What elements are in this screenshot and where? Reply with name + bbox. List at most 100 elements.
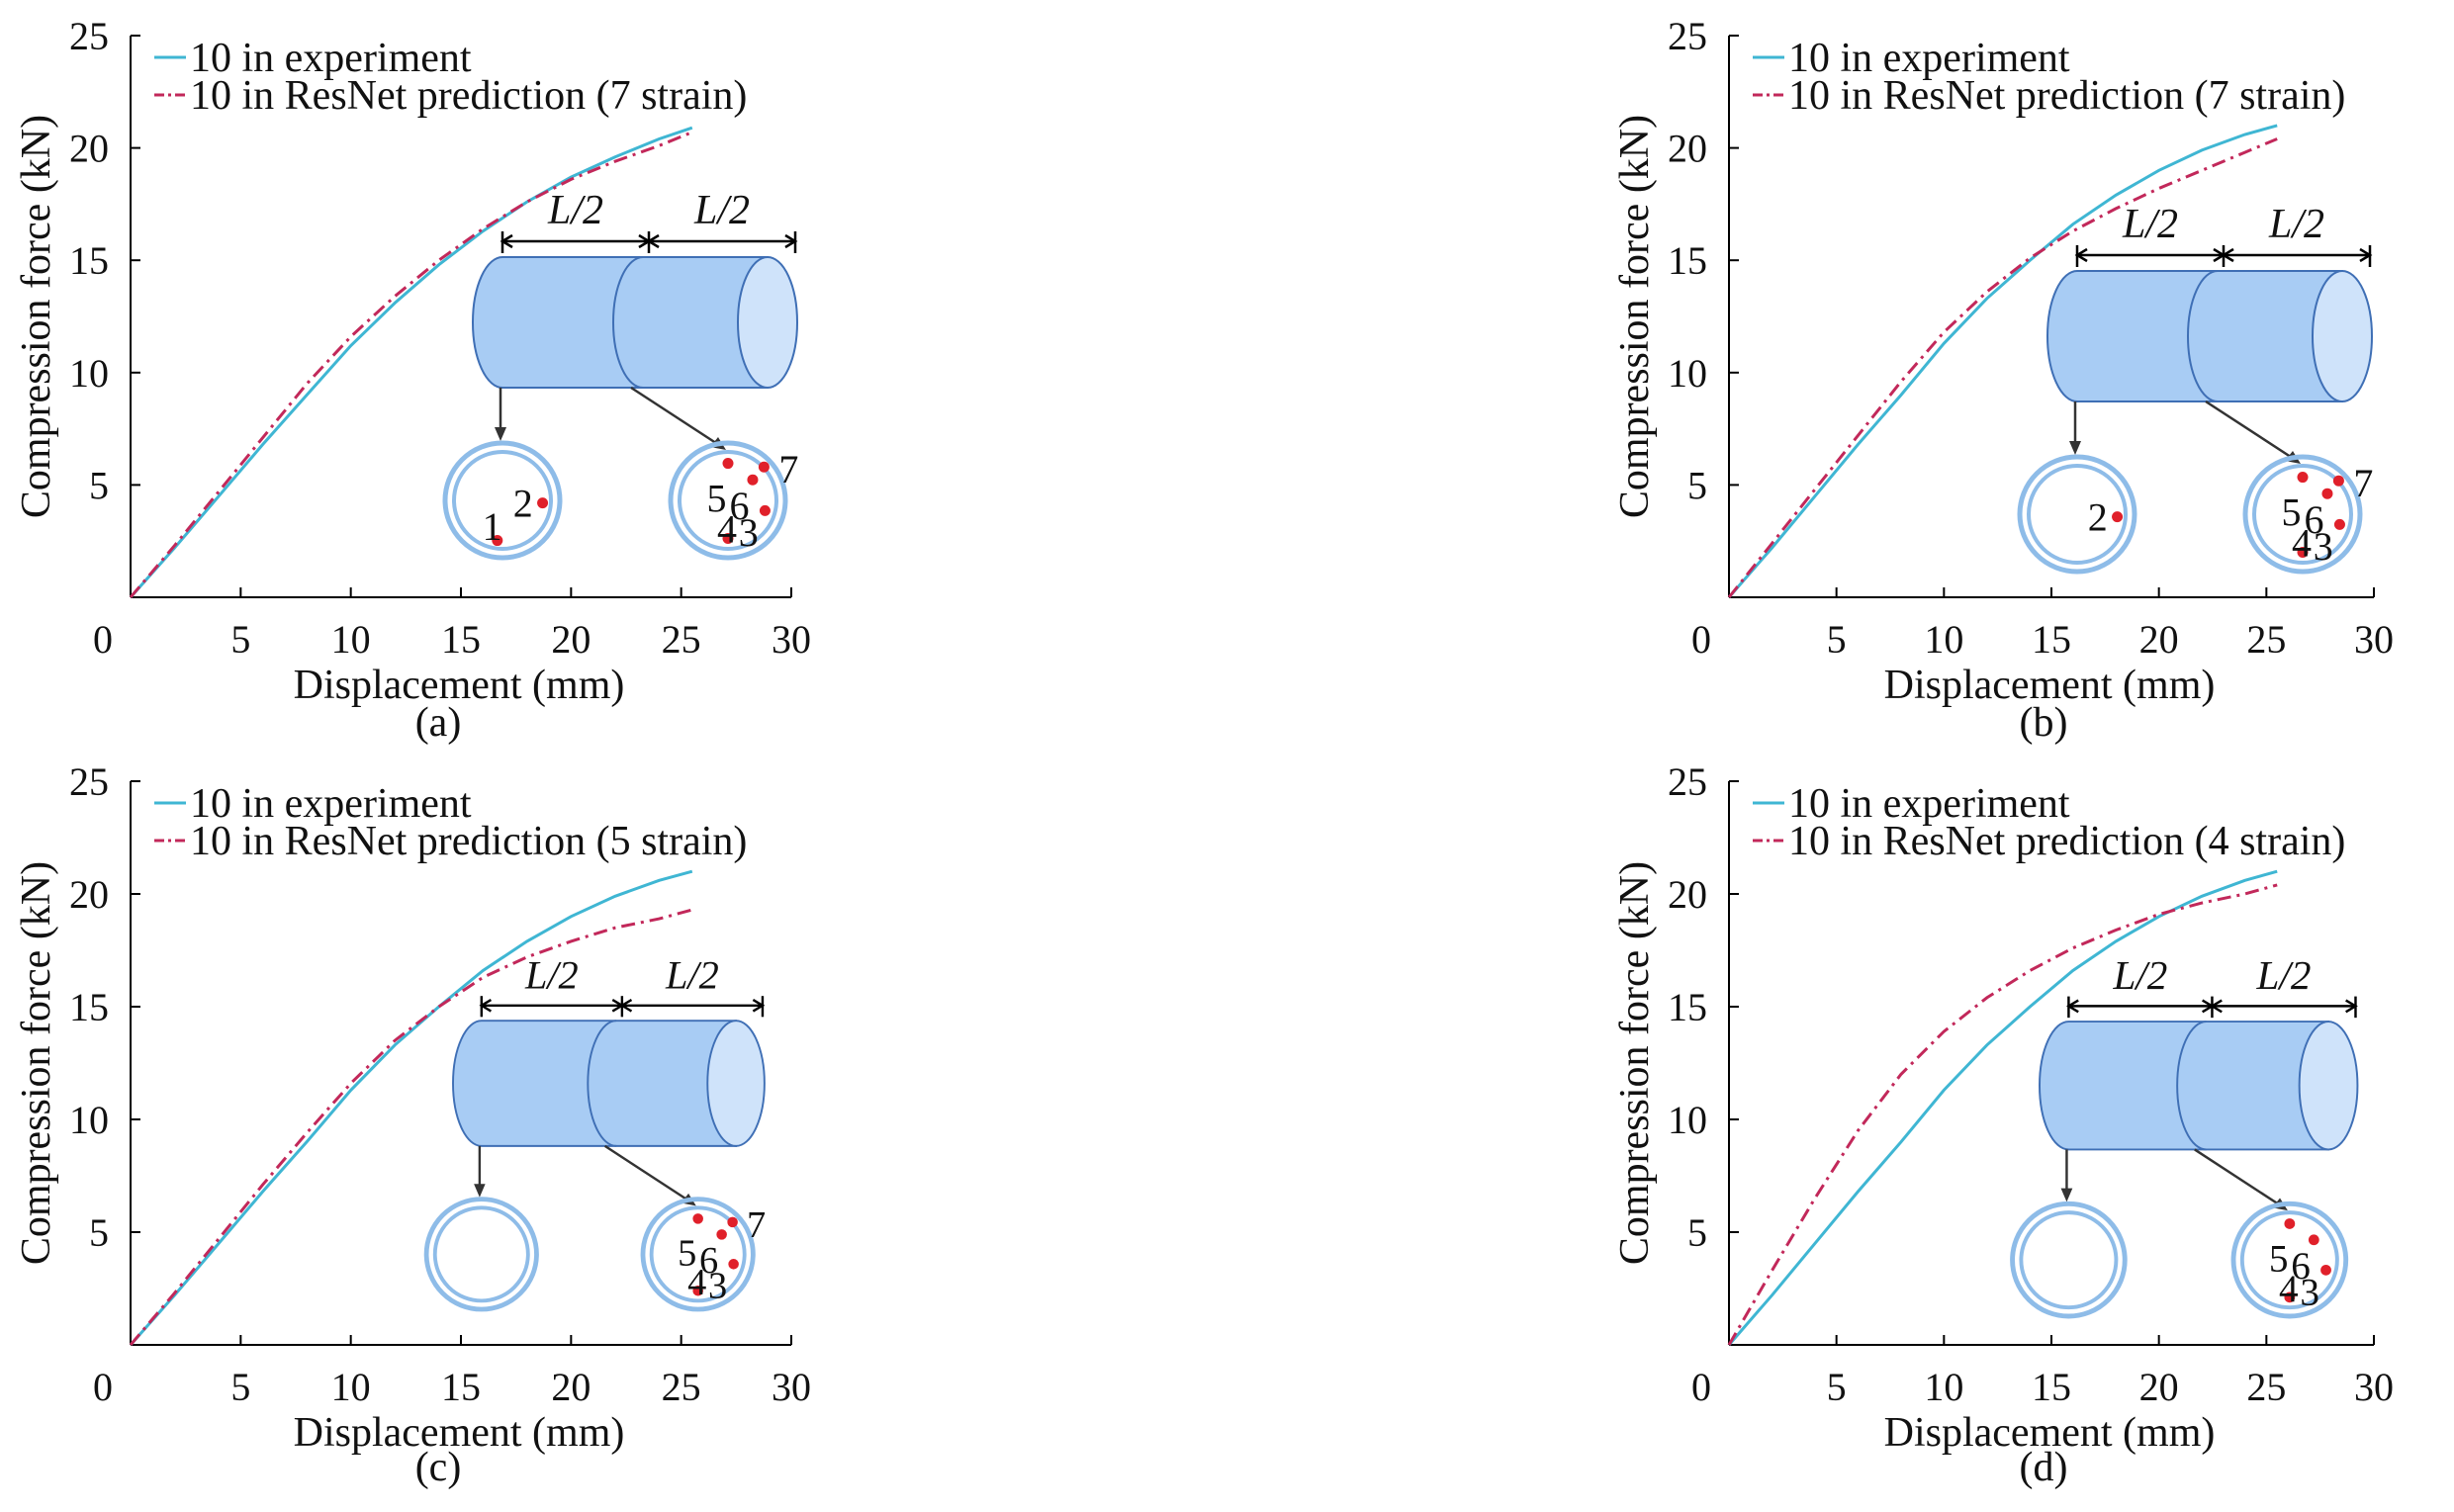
figure: 0 5 10 15 20 25 30510152025Displacement (mm)Co… (0, 0, 2454, 1512)
left-cross-section-ring-inner (2021, 1212, 2116, 1307)
left-cross-section-ring-inner (454, 452, 551, 549)
strain-gauge-point (537, 497, 548, 508)
strain-gauge-point (2284, 1218, 2295, 1229)
x-tick-label: 20 (551, 1365, 591, 1409)
leader-arrow (605, 1146, 692, 1203)
strain-gauge-label: 7 (778, 447, 798, 491)
half-length-label: L/2 (693, 188, 750, 233)
strain-gauge-label: 4 (687, 1262, 706, 1303)
y-tick-label: 20 (1668, 127, 1707, 171)
x-tick-label: 30 (772, 1365, 811, 1409)
strain-gauge-point (692, 1213, 703, 1224)
y-axis-title: Compression force (kN) (14, 115, 59, 518)
panel-label: (b) (2020, 700, 2068, 746)
strain-gauge-point (2309, 1234, 2319, 1245)
x-tick-label: 30 (2354, 1365, 2394, 1409)
x-tick-label: 25 (662, 617, 701, 662)
y-axis-title: Compression force (kN) (1612, 861, 1658, 1265)
y-tick-label: 20 (69, 127, 109, 171)
strain-gauge-label: 7 (747, 1204, 766, 1246)
panel-label: (a) (415, 700, 462, 746)
x-tick-label: 15 (441, 1365, 481, 1409)
x-tick-label: 15 (441, 617, 481, 662)
left-cross-section-ring (2013, 1203, 2126, 1316)
x-tick-label: 0 (93, 1365, 113, 1409)
cylinder-end-face (738, 257, 797, 388)
x-tick-label: 20 (551, 617, 591, 662)
panel-label: (c) (415, 1445, 462, 1490)
cylinder-end-face (2300, 1022, 2358, 1149)
y-tick-label: 5 (89, 1210, 109, 1255)
legend-entry: 10 in ResNet prediction (7 strain) (1788, 73, 2345, 119)
strain-gauge-point (2298, 472, 2309, 483)
y-tick-label: 15 (69, 238, 109, 283)
leader-arrow (2206, 401, 2297, 461)
strain-gauge-label: 7 (2353, 461, 2373, 505)
x-tick-label: 25 (2246, 617, 2286, 662)
y-tick-label: 20 (69, 872, 109, 917)
chart-panel-4: 0 5 10 15 20 25 30510152025Displacement (mm)Co… (1612, 759, 2394, 1490)
x-tick-label: 10 (331, 617, 371, 662)
y-axis-title: Compression force (kN) (1612, 115, 1658, 518)
half-length-label: L/2 (665, 953, 719, 998)
strain-gauge-point (727, 1217, 738, 1228)
panel-label: (d) (2020, 1445, 2068, 1490)
strain-gauge-point (2334, 519, 2345, 530)
y-tick-label: 25 (69, 14, 109, 58)
y-tick-label: 10 (69, 1098, 109, 1142)
strain-gauge-point (716, 1229, 727, 1240)
y-tick-label: 10 (69, 351, 109, 396)
y-tick-label: 10 (1668, 351, 1707, 396)
x-tick-label: 10 (1924, 617, 1963, 662)
y-tick-label: 5 (89, 463, 109, 507)
specimen-cylinder (453, 1021, 736, 1146)
x-tick-label: 5 (230, 617, 250, 662)
strain-gauge-point (2112, 511, 2123, 522)
specimen-inset: L/2 L/2 5 64 3 (2013, 952, 2358, 1316)
strain-gauge-point (2320, 1265, 2331, 1276)
left-cross-section-ring (426, 1200, 536, 1309)
arrowhead (2061, 1189, 2073, 1202)
arrowhead (2069, 441, 2081, 455)
y-tick-label: 25 (1668, 759, 1707, 804)
strain-gauge-label: 3 (2314, 524, 2333, 569)
strain-gauge-label: 3 (739, 510, 759, 555)
x-tick-label: 15 (2032, 617, 2071, 662)
strain-gauge-point (759, 462, 770, 473)
x-tick-label: 15 (2032, 1365, 2071, 1409)
half-length-label: L/2 (2122, 202, 2178, 247)
chart-panel-3: 0 5 10 15 20 25 30 5 10 15 20 25 Displacement (mm) Co… (14, 759, 811, 1490)
legend-entry: 10 in ResNet prediction (5 strain) (190, 819, 747, 864)
y-tick-label: 15 (69, 985, 109, 1029)
half-length-label: L/2 (2256, 952, 2312, 998)
leader-arrow (631, 388, 722, 447)
x-tick-label: 0 (1691, 617, 1711, 662)
y-tick-label: 10 (1668, 1098, 1707, 1142)
y-tick-label: 25 (69, 759, 109, 804)
strain-gauge-label: 4 (717, 507, 737, 552)
y-tick-label: 15 (1668, 238, 1707, 283)
x-tick-label: 25 (2246, 1365, 2286, 1409)
strain-gauge-label: 4 (2279, 1268, 2299, 1310)
x-tick-label: 10 (331, 1365, 371, 1409)
x-tick-label: 5 (1827, 617, 1847, 662)
leader-arrow (2195, 1149, 2284, 1207)
x-tick-label: 25 (662, 1365, 701, 1409)
y-tick-label: 20 (1668, 872, 1707, 917)
half-length-label: L/2 (2268, 202, 2324, 247)
strain-gauge-point (2333, 476, 2344, 487)
strain-gauge-label: 1 (483, 504, 502, 549)
specimen-cylinder (2040, 1022, 2328, 1149)
specimen-cylinder (2047, 271, 2342, 401)
y-axis-title: Compression force (kN) (14, 861, 59, 1265)
x-tick-label: 0 (93, 617, 113, 662)
strain-gauge-label: 2 (2088, 495, 2108, 540)
arrowhead (474, 1184, 486, 1197)
half-length-label: L/2 (524, 953, 579, 998)
cylinder-end-face (2313, 271, 2372, 401)
y-tick-label: 15 (1668, 985, 1707, 1029)
x-tick-label: 20 (2139, 1365, 2179, 1409)
x-tick-label: 30 (772, 617, 811, 662)
